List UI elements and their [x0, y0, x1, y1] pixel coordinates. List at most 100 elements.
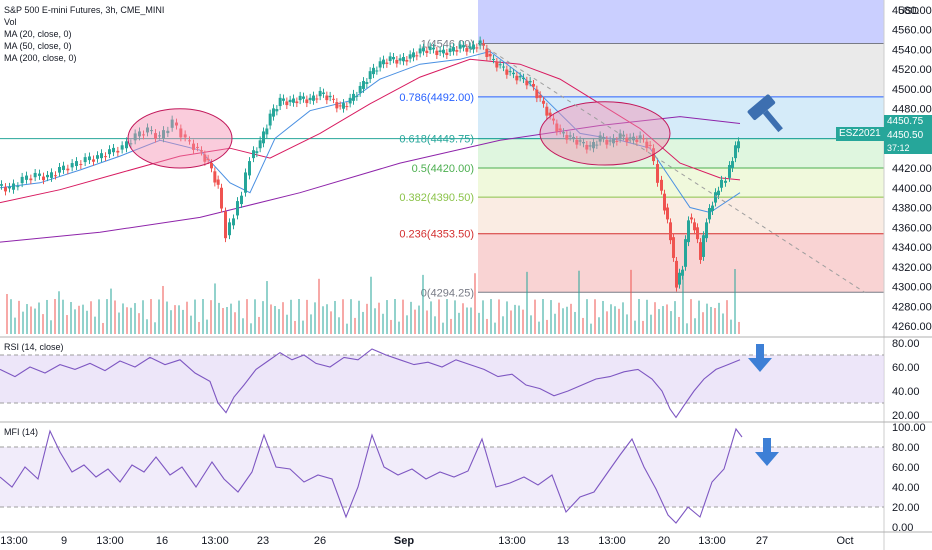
volume-bar: [582, 317, 584, 334]
volume-bar: [674, 301, 676, 334]
candle-body: [699, 242, 702, 260]
volume-bar: [278, 309, 280, 334]
candle-body: [240, 195, 243, 205]
volume-bar: [422, 274, 424, 334]
volume-bar: [106, 299, 108, 334]
price-tag-high: 4450.75: [884, 115, 932, 129]
volume-bar: [714, 308, 716, 334]
volume-bar: [642, 320, 644, 334]
candle-body: [618, 133, 622, 139]
candle-body: [455, 50, 459, 52]
volume-bar: [138, 313, 140, 334]
candle-body: [605, 140, 609, 145]
price-tick-9: 4400.00: [892, 183, 932, 195]
candle-body: [33, 172, 37, 178]
candle-body: [382, 59, 385, 65]
volume-bar: [634, 320, 636, 334]
volume-bar: [178, 305, 180, 334]
mfi-down-arrow-icon-head: [755, 452, 779, 466]
volume-bar: [198, 321, 200, 334]
volume-bar: [574, 311, 576, 334]
candle-body: [285, 101, 289, 106]
candle-body: [252, 150, 255, 159]
candle-body: [445, 52, 449, 56]
candle-body: [542, 100, 545, 104]
candle-body: [532, 84, 535, 87]
volume-bar: [126, 307, 128, 334]
volume-bar: [154, 322, 156, 334]
candle-body: [548, 112, 552, 116]
candle-body: [352, 93, 355, 101]
candle-body: [20, 176, 24, 184]
price-tick-5: 4480.00: [892, 104, 932, 116]
candle-body: [696, 227, 699, 240]
volume-bar: [274, 306, 276, 334]
volume-bar: [690, 299, 692, 334]
candle-body: [538, 95, 542, 98]
volume-bar: [454, 300, 456, 334]
volume-bar: [170, 310, 172, 334]
volume-bar: [366, 303, 368, 334]
volume-bar: [438, 299, 440, 334]
symbol-tag: ESZ2021: [836, 127, 884, 141]
candle-body: [522, 77, 525, 80]
candle-body: [302, 96, 305, 99]
volume-bar: [450, 318, 452, 334]
candle-body: [442, 49, 445, 54]
time-tick-11: 20: [658, 535, 670, 547]
candle-body: [348, 97, 352, 104]
volume-bar: [698, 300, 700, 334]
countdown-tag: 37:12: [884, 142, 932, 154]
volume-bar: [262, 301, 264, 334]
volume-bar: [310, 314, 312, 334]
volume-bar: [418, 305, 420, 334]
candle-body: [405, 59, 409, 62]
candle-body: [720, 179, 723, 188]
volume-bar: [70, 302, 72, 334]
volume-bar: [654, 302, 656, 334]
candle-body: [372, 67, 375, 75]
ma200-line: [0, 116, 741, 243]
candle-body: [83, 157, 87, 163]
volume-bar: [510, 310, 512, 334]
candle-body: [210, 163, 213, 169]
candle-body: [292, 98, 295, 103]
volume-bar: [490, 299, 492, 334]
volume-bar: [286, 314, 288, 334]
volume-bar: [706, 303, 708, 334]
volume-bar: [586, 299, 588, 334]
volume-bar: [678, 316, 680, 334]
candle-body: [568, 135, 572, 137]
candle-body: [402, 56, 405, 62]
candle-body: [138, 131, 141, 137]
candle-body: [458, 44, 462, 49]
price-tick-0: 4580.00: [892, 5, 932, 17]
candle-body: [62, 165, 65, 170]
candle-body: [38, 173, 41, 176]
rsi-down-arrow-icon-shaft: [756, 344, 764, 358]
rsi-tick-1: 60.00: [892, 362, 920, 374]
volume-bar: [230, 303, 232, 334]
gavel-handle: [762, 109, 783, 133]
volume-bar: [650, 314, 652, 334]
time-tick-5: 23: [257, 535, 269, 547]
volume-bar: [42, 314, 44, 334]
volume-bar: [518, 305, 520, 334]
time-tick-8: 13:00: [498, 535, 526, 547]
candle-body: [125, 141, 128, 149]
volume-bar: [162, 285, 164, 334]
mfi-tick-5: 0.00: [892, 522, 913, 534]
fib-label-5: 0.236(4353.50): [399, 229, 474, 241]
volume-bar: [722, 313, 724, 334]
candle-body: [385, 62, 389, 64]
volume-bar: [226, 306, 228, 334]
volume-bar: [622, 302, 624, 334]
volume-bar: [46, 299, 48, 334]
candle-body: [70, 163, 74, 168]
volume-bar: [414, 309, 416, 334]
volume-bar: [682, 269, 684, 334]
candle-body: [362, 81, 365, 89]
fib-zone-0: [478, 43, 884, 97]
candle-body: [120, 145, 124, 150]
